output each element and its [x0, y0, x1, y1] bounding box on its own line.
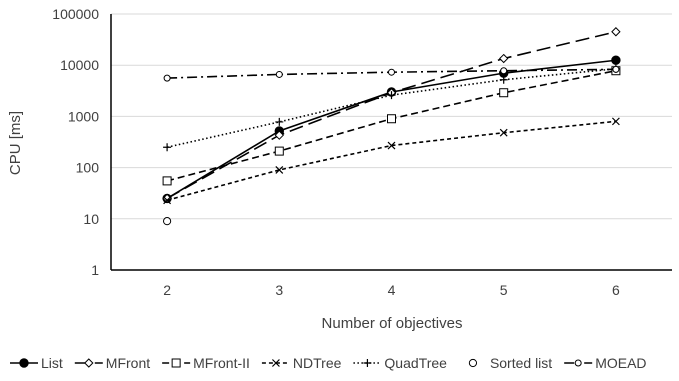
legend-label: MOEAD	[595, 355, 646, 371]
point-ndtree	[275, 166, 284, 174]
legend-marker	[171, 358, 181, 368]
point-mfront-ii	[162, 176, 172, 186]
legend-label: QuadTree	[384, 355, 447, 371]
point-mfront-ii	[387, 114, 396, 124]
legend-item-mfront-ii: MFront-II	[162, 355, 250, 371]
y-tick-label: 1000	[68, 108, 99, 124]
legend-marker	[271, 359, 280, 367]
legend-item-ndtree: NDTree	[261, 355, 342, 371]
series-quadtree	[163, 64, 620, 152]
point-ndtree	[387, 141, 396, 150]
x-tick-label: 2	[163, 282, 171, 298]
series-sorted-list	[163, 217, 172, 226]
x-tick-labels: 2 3 4 5 6	[163, 282, 620, 298]
point-moead	[163, 74, 171, 82]
point-sorted-list	[163, 217, 172, 226]
point-moead	[275, 70, 283, 78]
y-axis-title: CPU [ms]	[7, 111, 24, 175]
legend-item-sorted-list: Sorted list	[468, 355, 552, 371]
series-moead	[163, 65, 620, 82]
series-line-quadtree	[166, 68, 616, 149]
x-tick-label: 6	[612, 282, 620, 298]
legend-marker	[19, 358, 29, 368]
y-tick-label: 10	[83, 211, 99, 227]
x-tick-label: 3	[275, 282, 283, 298]
x-axis-title: Number of objectives	[322, 315, 463, 332]
x-tick-label: 5	[500, 282, 508, 298]
legend-marker	[363, 359, 372, 367]
x-tick-label: 4	[388, 282, 396, 298]
y-tick-label: 100000	[52, 6, 99, 22]
point-mfront	[498, 53, 509, 64]
point-ndtree	[611, 117, 620, 126]
y-tick-label: 10000	[60, 57, 99, 73]
legend-label: MFront-II	[193, 355, 250, 371]
series-ndtree	[163, 117, 620, 205]
y-tick-label: 1	[91, 262, 99, 278]
point-quadtree	[387, 91, 396, 100]
point-mfront-ii	[274, 146, 284, 156]
legend-marker	[468, 358, 478, 368]
legend-label: List	[41, 355, 63, 371]
point-mfront-ii	[499, 88, 509, 98]
series-lines	[162, 27, 621, 226]
legend-item-quadtree: QuadTree	[353, 355, 447, 371]
point-mfront	[274, 130, 285, 140]
legend-marker	[84, 358, 94, 368]
legend-label: MFront	[106, 355, 150, 371]
y-tick-label: 100	[76, 160, 100, 176]
point-moead	[612, 65, 620, 73]
point-ndtree	[163, 196, 172, 205]
gridlines	[111, 13, 672, 271]
legend-label: NDTree	[293, 355, 342, 371]
point-list	[611, 55, 621, 65]
series-line-ndtree	[166, 120, 616, 202]
point-quadtree	[275, 117, 284, 126]
series-list	[162, 55, 621, 204]
series-line-mfront-ii	[166, 69, 617, 182]
y-tick-labels: 1 10 100 1000 10000 100000	[52, 6, 99, 278]
point-ndtree	[499, 128, 508, 137]
legend-label: Sorted list	[490, 355, 552, 371]
point-moead	[388, 68, 395, 76]
legend-item-list: List	[10, 355, 63, 371]
point-mfront	[611, 27, 621, 37]
point-moead	[500, 67, 508, 75]
axes	[110, 14, 672, 271]
point-quadtree	[499, 75, 508, 84]
legend-marker	[574, 359, 582, 367]
legend-item-moead: MOEAD	[564, 355, 647, 371]
series-line-list	[166, 59, 616, 200]
legend-item-mfront: MFront	[74, 355, 150, 371]
legend: List MFront MFront-II NDTree QuadTree Sorted …	[10, 355, 647, 371]
point-quadtree	[163, 143, 172, 152]
